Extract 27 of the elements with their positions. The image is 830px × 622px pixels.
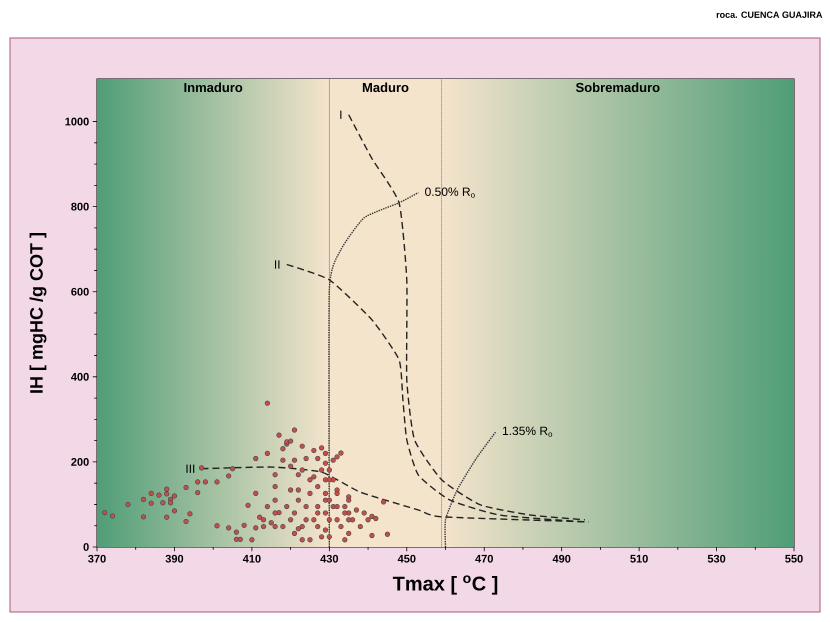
chart-title: roca. CUENCA GUAJIRA xyxy=(716,12,822,18)
x-tick-label: 450 xyxy=(398,554,416,563)
annotation: 1.35% R$_{o}$ xyxy=(502,426,552,437)
x-tick-label: 510 xyxy=(630,554,648,563)
annotation: III xyxy=(186,464,194,473)
band-label: Maduro xyxy=(362,82,408,92)
x-tick-label: 430 xyxy=(320,554,338,563)
y-tick-label: 600 xyxy=(71,288,89,296)
annotation: 0.50% R$_{o}$ xyxy=(425,187,475,198)
annotation: II xyxy=(274,260,280,269)
x-tick-label: 550 xyxy=(785,554,803,563)
x-tick-label: 530 xyxy=(708,554,726,563)
x-tick-label: 370 xyxy=(88,554,106,563)
y-tick-label: 200 xyxy=(71,458,89,466)
y-tick-label: 1000 xyxy=(65,118,89,126)
y-tick-label: 400 xyxy=(71,372,89,381)
y-tick-label: 0 xyxy=(84,543,89,551)
x-axis-title: Tmax [ $^{o}$C ] xyxy=(392,575,498,595)
x-tick-label: 490 xyxy=(552,554,570,563)
annotation: I xyxy=(340,110,342,119)
x-tick-label: 410 xyxy=(242,554,261,563)
band-label: Sobremaduro xyxy=(576,82,660,92)
y-tick-label: 800 xyxy=(71,202,89,211)
x-tick-label: 390 xyxy=(166,554,184,563)
y-axis-title: IH [ mgHC /g COT ] xyxy=(30,233,46,393)
band-label: Inmaduro xyxy=(184,82,242,92)
x-tick-label: 470 xyxy=(475,554,493,563)
